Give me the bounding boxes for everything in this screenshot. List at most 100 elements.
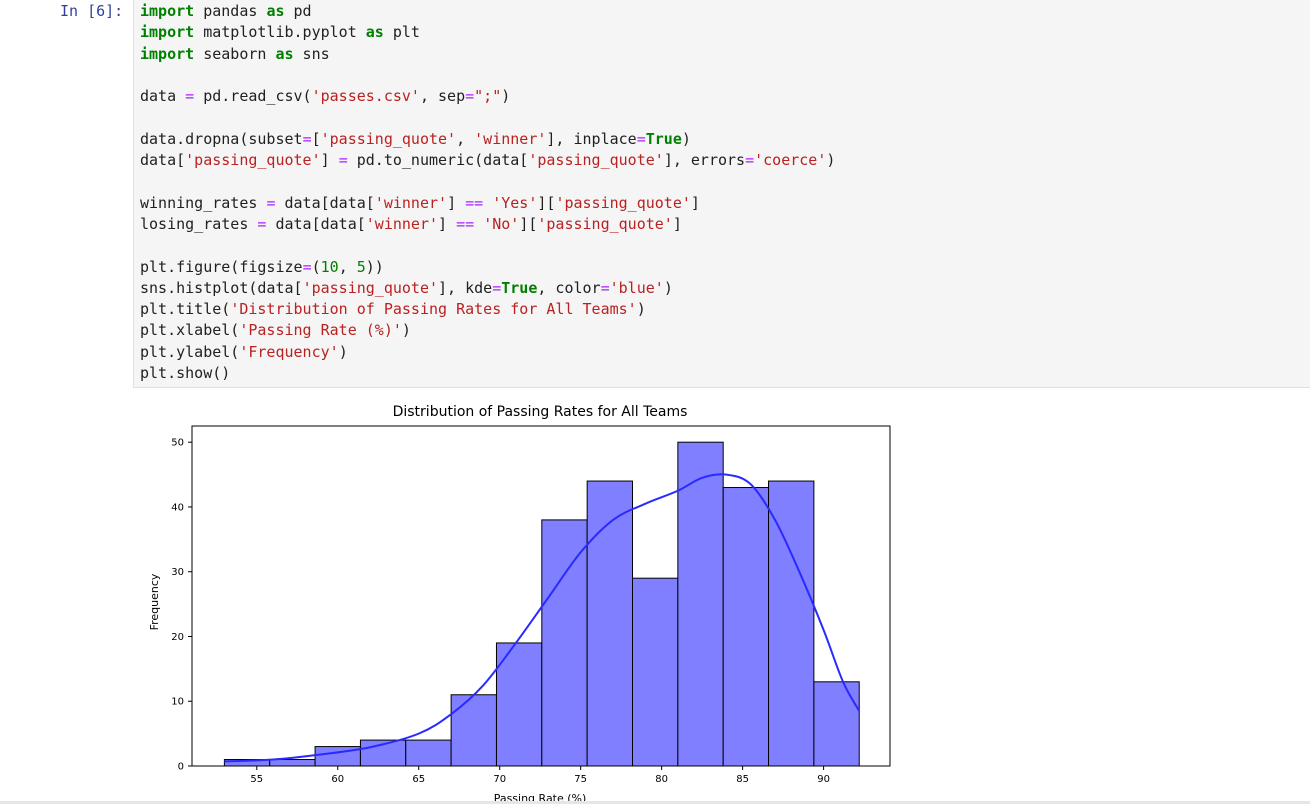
code-token: 'blue' <box>609 278 664 297</box>
code-token: plt.title( <box>140 300 231 319</box>
code-line: plt.xlabel('Passing Rate (%)') <box>140 320 835 341</box>
histogram-bars <box>223 441 860 767</box>
code-token: ) <box>501 87 511 106</box>
code-token: 'passing_quote' <box>528 151 664 170</box>
code-token: 'coerce' <box>754 151 827 170</box>
code-token: ) <box>826 151 836 170</box>
code-line: plt.ylabel('Frequency') <box>140 342 835 363</box>
code-token: ] <box>320 151 339 170</box>
code-token: matplotlib.pyplot <box>194 23 366 42</box>
code-token: losing_rates <box>140 214 258 233</box>
code-token: , color <box>537 278 601 297</box>
code-token: ] <box>672 214 682 233</box>
code-line: data.dropna(subset=['passing_quote', 'wi… <box>140 129 835 150</box>
y-tick-label: 10 <box>171 697 184 708</box>
code-token: as <box>266 2 285 20</box>
code-token: True <box>501 278 538 297</box>
code-line: sns.histplot(data['passing_quote'], kde=… <box>140 278 835 299</box>
code-token: ) <box>401 321 411 340</box>
code-line: data = pd.read_csv('passes.csv', sep=";"… <box>140 86 835 107</box>
code-token: 'winner' <box>365 214 439 233</box>
cell-prompt: In [6]: <box>60 2 124 20</box>
histogram-bar <box>768 480 815 767</box>
histogram-chart: Distribution of Passing Rates for All Te… <box>148 404 891 805</box>
histogram-bar <box>632 577 679 767</box>
code-token: ) <box>338 342 348 361</box>
code-token: 'passing_quote' <box>185 151 321 170</box>
code-token: 'passing_quote' <box>302 278 439 297</box>
code-token: pd <box>284 2 312 20</box>
code-token: = <box>257 214 267 233</box>
code-token: = <box>302 257 312 276</box>
code-token: True <box>645 129 682 148</box>
code-token: plt.figure(figsize <box>140 257 303 276</box>
code-token: plt <box>383 23 420 42</box>
code-token: seaborn <box>194 44 276 63</box>
code-token: = <box>185 87 195 106</box>
code-token: sns <box>293 44 330 63</box>
code-token: as <box>275 44 294 63</box>
code-token: == <box>456 214 475 233</box>
histogram-bar <box>495 642 543 767</box>
x-tick-label: 65 <box>412 774 425 785</box>
code-token: ], kde <box>438 278 493 297</box>
code-token: == <box>465 193 484 212</box>
code-line: import seaborn as sns <box>140 44 835 65</box>
code-token: 'passing_quote' <box>537 214 673 233</box>
code-token: = <box>338 151 348 170</box>
kde-curve <box>224 473 861 763</box>
code-token: plt.ylabel( <box>140 342 240 361</box>
code-token: ) <box>636 300 646 319</box>
code-line: winning_rates = data[data['winner'] == '… <box>140 193 835 214</box>
code-token: sns.histplot(data[ <box>140 278 303 297</box>
code-token: 'Distribution of Passing Rates for All T… <box>230 300 637 319</box>
code-token: = <box>600 278 610 297</box>
code-editor[interactable]: import pandas as pd import matplotlib.pyp… <box>133 0 1310 388</box>
code-line <box>140 107 835 128</box>
code-token: = <box>302 129 312 148</box>
code-token: 'passes.csv' <box>311 87 420 106</box>
code-token: ][ <box>519 214 538 233</box>
code-token: , sep <box>419 87 466 106</box>
code-token: ] <box>438 214 457 233</box>
code-token: pd.to_numeric(data[ <box>347 151 529 170</box>
code-token: 'Yes' <box>492 193 538 212</box>
code-line: data['passing_quote'] = pd.to_numeric(da… <box>140 150 835 171</box>
code-token: 'passing_quote' <box>320 129 457 148</box>
code-token: winning_rates <box>140 193 267 212</box>
histogram-bar <box>269 759 316 767</box>
code-token: = <box>492 278 502 297</box>
x-tick-label: 75 <box>574 774 587 785</box>
code-token: , <box>456 129 475 148</box>
code-token: data[data[ <box>275 193 375 212</box>
x-tick-label: 80 <box>655 774 668 785</box>
code-token: 10 <box>320 257 339 276</box>
code-token: [ <box>311 129 321 148</box>
code-line: plt.figure(figsize=(10, 5)) <box>140 257 835 278</box>
code-text[interactable]: import pandas as pd import matplotlib.pyp… <box>140 1 835 384</box>
plot-frame <box>191 425 891 767</box>
code-token: 'passing_quote' <box>555 193 691 212</box>
code-token: plt.xlabel( <box>140 321 240 340</box>
histogram-bar <box>541 519 588 767</box>
code-token: ] <box>447 193 466 212</box>
histogram-bar <box>450 694 497 767</box>
code-token <box>474 215 483 233</box>
code-token: ][ <box>537 193 556 212</box>
code-token: ) <box>681 129 691 148</box>
code-token: = <box>266 193 276 212</box>
code-line <box>140 65 835 86</box>
code-token: import <box>140 44 195 63</box>
code-token: 'winner' <box>374 193 448 212</box>
code-token: data <box>140 87 186 106</box>
code-line: import pandas as pd <box>140 1 835 22</box>
code-token: = <box>465 87 475 106</box>
code-token: data[ <box>140 151 186 170</box>
code-token: 5 <box>356 257 366 276</box>
code-token: data.dropna(subset <box>140 129 303 148</box>
code-token: data[data[ <box>266 214 366 233</box>
code-line: losing_rates = data[data['winner'] == 'N… <box>140 214 835 235</box>
code-token: 'Passing Rate (%)' <box>239 321 402 340</box>
code-token: , <box>338 257 357 276</box>
y-tick-label: 30 <box>171 567 184 578</box>
